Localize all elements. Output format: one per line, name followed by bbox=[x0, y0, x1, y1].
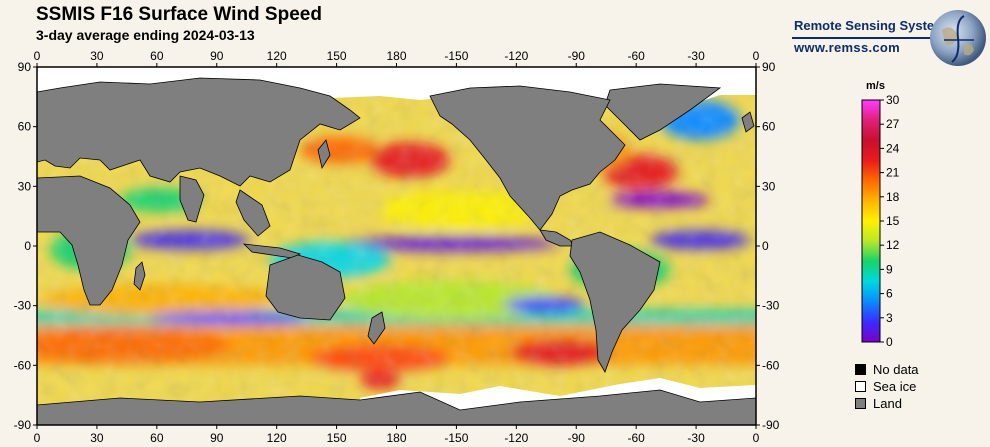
lon-tick-label: 120 bbox=[267, 431, 287, 445]
colorbar bbox=[861, 99, 881, 343]
lat-tick-label: 0 bbox=[24, 239, 31, 253]
lat-tick-label: -90 bbox=[14, 418, 32, 432]
colorbar-tick-label: 6 bbox=[886, 287, 893, 301]
legend-label: Land bbox=[873, 396, 902, 411]
colorbar-tick-label: 9 bbox=[886, 262, 893, 276]
brand-url[interactable]: www.remss.com bbox=[794, 40, 901, 55]
lat-tick-label: -60 bbox=[762, 358, 780, 372]
lon-tick-label: 90 bbox=[210, 431, 224, 445]
lon-axis-bottom: 0 30 60 90 120 150 180 -150 -120 -90 -60 -30 0 bbox=[34, 425, 760, 445]
lon-tick-label: 180 bbox=[386, 49, 406, 63]
colorbar-tick-label: 0 bbox=[886, 335, 893, 349]
legend-label: No data bbox=[873, 362, 919, 377]
lon-tick-label: 0 bbox=[753, 49, 760, 63]
lon-tick-label: -30 bbox=[687, 49, 705, 63]
legend-swatch bbox=[855, 398, 866, 409]
colorbar-tick-label: 15 bbox=[886, 214, 900, 228]
lat-tick-label: -30 bbox=[14, 299, 32, 313]
brand-logo[interactable]: Remote Sensing Systems www.remss.com bbox=[792, 10, 988, 70]
colorbar-tick-label: 27 bbox=[886, 117, 900, 131]
legend-label: Sea ice bbox=[873, 379, 917, 394]
colorbar-tick-label: 12 bbox=[886, 238, 900, 252]
lat-tick-label: 30 bbox=[18, 179, 32, 193]
lon-tick-label: 60 bbox=[150, 431, 164, 445]
land bbox=[37, 77, 756, 425]
lat-tick-label: 90 bbox=[18, 60, 32, 74]
lat-tick-label: 90 bbox=[762, 60, 776, 74]
lat-tick-label: 60 bbox=[762, 120, 776, 134]
map-title: SSMIS F16 Surface Wind Speed bbox=[36, 4, 322, 25]
lon-tick-label: -90 bbox=[568, 431, 586, 445]
lon-tick-label: 60 bbox=[150, 49, 164, 63]
colorbar-tick-label: 18 bbox=[886, 190, 900, 204]
lon-tick-label: -60 bbox=[627, 49, 645, 63]
colorbar-units: m/s bbox=[866, 80, 885, 92]
colorbar-tick-label: 24 bbox=[886, 141, 900, 155]
lon-tick-label: 30 bbox=[90, 49, 104, 63]
lon-tick-label: -120 bbox=[504, 431, 528, 445]
lon-tick-label: 0 bbox=[34, 431, 41, 445]
legend-swatch bbox=[855, 381, 866, 392]
legend-swatch bbox=[855, 364, 866, 375]
lat-tick-label: 0 bbox=[762, 239, 769, 253]
colorbar-tick-label: 3 bbox=[886, 311, 893, 325]
lat-tick-label: 30 bbox=[762, 179, 776, 193]
lat-axis-right: 90 60 30 0 -30 -60 -90 bbox=[756, 60, 780, 432]
lon-tick-label: 150 bbox=[327, 49, 347, 63]
lon-tick-label: -30 bbox=[687, 431, 705, 445]
map-plot-area bbox=[37, 67, 756, 425]
lon-tick-label: -150 bbox=[444, 431, 468, 445]
lat-tick-label: -30 bbox=[762, 299, 780, 313]
lon-tick-label: 150 bbox=[327, 431, 347, 445]
lat-tick-label: -90 bbox=[762, 418, 780, 432]
lat-tick-label: -60 bbox=[14, 358, 32, 372]
lon-axis-top: 0 30 60 90 120 150 180 -150 -120 -90 -60 -30 0 bbox=[34, 49, 760, 67]
colorbar-tick-label: 21 bbox=[886, 166, 900, 180]
lon-tick-label: 90 bbox=[210, 49, 224, 63]
lon-tick-label: -150 bbox=[444, 49, 468, 63]
lon-tick-label: 0 bbox=[34, 49, 41, 63]
lat-tick-label: 60 bbox=[18, 120, 32, 134]
lon-tick-label: 180 bbox=[386, 431, 406, 445]
lon-tick-label: -90 bbox=[568, 49, 586, 63]
globe-icon bbox=[930, 10, 986, 66]
brand-name: Remote Sensing Systems bbox=[794, 18, 953, 33]
lon-tick-label: -60 bbox=[627, 431, 645, 445]
colorbar-tick-label: 30 bbox=[886, 93, 900, 107]
map-subtitle: 3-day average ending 2024-03-13 bbox=[36, 27, 255, 43]
lon-tick-label: 120 bbox=[267, 49, 287, 63]
lon-tick-label: 0 bbox=[753, 431, 760, 445]
lon-tick-label: -120 bbox=[504, 49, 528, 63]
lon-tick-label: 30 bbox=[90, 431, 104, 445]
lat-axis-left: 90 60 30 0 -30 -60 -90 bbox=[14, 60, 37, 432]
brand-underline bbox=[792, 37, 944, 39]
